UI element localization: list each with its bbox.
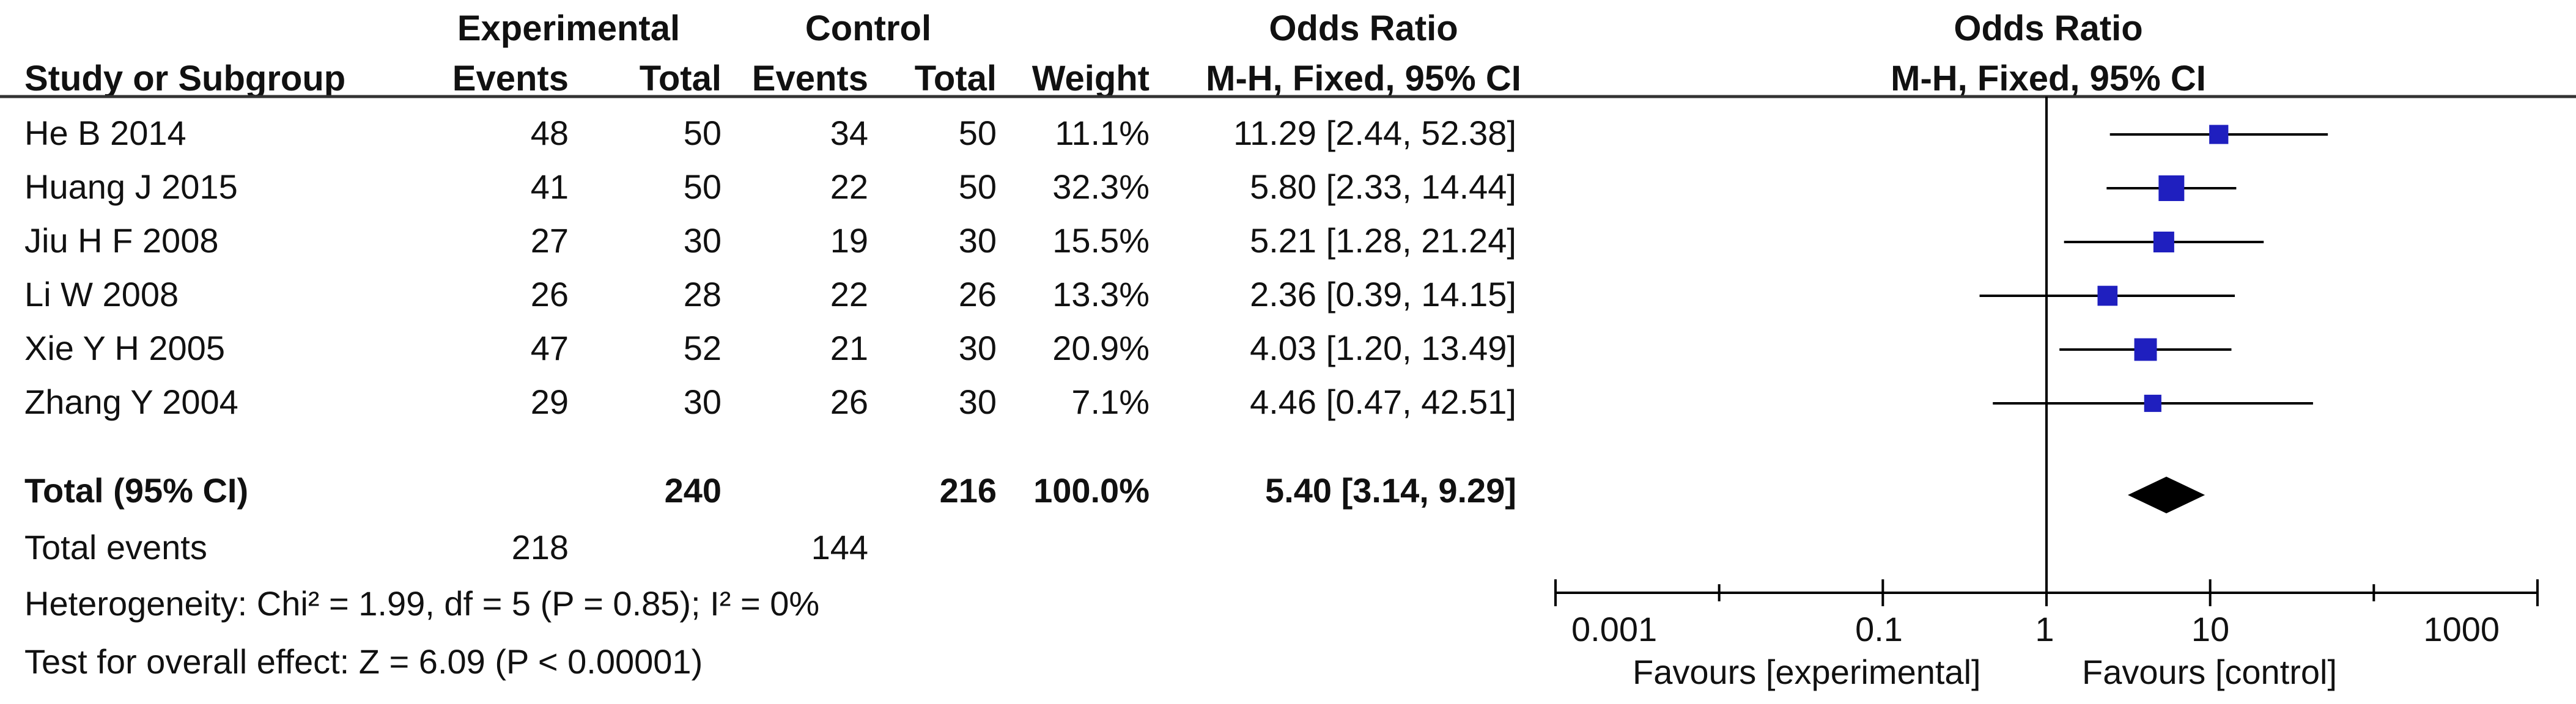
exp-events: 41 [530, 167, 569, 206]
study-marker [2097, 285, 2118, 306]
exp-total: 50 [683, 114, 722, 152]
header-ctl-events: Events [751, 59, 868, 98]
header-method-plot: M-H, Fixed, 95% CI [1891, 59, 2206, 98]
study-name: Zhang Y 2004 [24, 383, 238, 421]
study-marker [2209, 125, 2229, 144]
header-ctl-total: Total [914, 59, 997, 98]
weight: 20.9% [1052, 329, 1150, 367]
exp-total: 30 [683, 221, 722, 260]
header-exp-total: Total [639, 59, 722, 98]
total-events-exp: 218 [511, 528, 569, 566]
header-exp-events: Events [452, 59, 569, 98]
axis-tick-label: 10 [2191, 610, 2230, 648]
ctl-total: 30 [958, 383, 997, 421]
odds-ratio-ci: 2.36 [0.39, 14.15] [1250, 275, 1516, 314]
ctl-events: 21 [830, 329, 868, 367]
exp-events: 26 [530, 275, 569, 314]
exp-events: 47 [530, 329, 569, 367]
ctl-events: 22 [830, 167, 868, 206]
header-odds-ratio-plot: Odds Ratio [1954, 9, 2143, 48]
header-control: Control [805, 9, 932, 48]
overall-effect-text: Test for overall effect: Z = 6.09 (P < 0… [24, 642, 703, 681]
ctl-events: 34 [830, 114, 868, 152]
total-weight: 100.0% [1033, 471, 1150, 510]
ctl-events: 19 [830, 221, 868, 260]
header-study: Study or Subgroup [24, 59, 346, 98]
study-name: He B 2014 [24, 114, 186, 152]
ctl-total: 26 [958, 275, 997, 314]
odds-ratio-ci: 5.80 [2.33, 14.44] [1250, 167, 1516, 206]
study-marker [2158, 175, 2185, 201]
ctl-events: 26 [830, 383, 868, 421]
odds-ratio-ci: 4.03 [1.20, 13.49] [1250, 329, 1516, 367]
heterogeneity-text: Heterogeneity: Chi² = 1.99, df = 5 (P = … [24, 584, 820, 623]
study-marker [2134, 338, 2157, 361]
axis-tick-label: 0.1 [1855, 610, 1903, 648]
pooled-diamond [2128, 477, 2205, 513]
exp-events: 29 [530, 383, 569, 421]
header-weight: Weight [1032, 59, 1150, 98]
study-marker [2153, 231, 2174, 253]
favours-experimental-label: Favours [experimental] [1633, 653, 1981, 691]
exp-events: 27 [530, 221, 569, 260]
study-name: Jiu H F 2008 [24, 221, 219, 260]
exp-total: 28 [683, 275, 722, 314]
axis-tick-label: 1000 [2423, 610, 2500, 648]
forest-marks [1554, 97, 2539, 606]
study-name: Xie Y H 2005 [24, 329, 225, 367]
favours-control-label: Favours [control] [2082, 653, 2338, 691]
total-events-ctl: 144 [811, 528, 868, 566]
study-name: Li W 2008 [24, 275, 179, 314]
ctl-events: 22 [830, 275, 868, 314]
total-ctl-total: 216 [939, 471, 997, 510]
weight: 32.3% [1052, 167, 1150, 206]
total-exp-total: 240 [664, 471, 722, 510]
weight: 15.5% [1052, 221, 1150, 260]
study-name: Huang J 2015 [24, 167, 238, 206]
axis-tick-label: 0.001 [1571, 610, 1658, 648]
ctl-total: 30 [958, 221, 997, 260]
header-experimental: Experimental [457, 9, 681, 48]
header-odds-ratio-table: Odds Ratio [1269, 9, 1458, 48]
study-marker [2144, 394, 2161, 413]
odds-ratio-ci: 4.46 [0.47, 42.51] [1250, 383, 1516, 421]
odds-ratio-ci: 11.29 [2.44, 52.38] [1233, 114, 1516, 152]
total-events-label: Total events [24, 528, 207, 566]
exp-total: 50 [683, 167, 722, 206]
ctl-total: 30 [958, 329, 997, 367]
exp-total: 30 [683, 383, 722, 421]
weight: 13.3% [1052, 275, 1150, 314]
total-ci: 5.40 [3.14, 9.29] [1265, 471, 1516, 510]
axis-tick-label: 1 [2035, 610, 2054, 648]
ctl-total: 50 [958, 167, 997, 206]
header-method-table: M-H, Fixed, 95% CI [1206, 59, 1521, 98]
exp-events: 48 [530, 114, 569, 152]
exp-total: 52 [683, 329, 722, 367]
total-label: Total (95% CI) [24, 471, 249, 510]
ctl-total: 50 [958, 114, 997, 152]
weight: 7.1% [1071, 383, 1150, 421]
weight: 11.1% [1055, 114, 1150, 152]
odds-ratio-ci: 5.21 [1.28, 21.24] [1250, 221, 1516, 260]
